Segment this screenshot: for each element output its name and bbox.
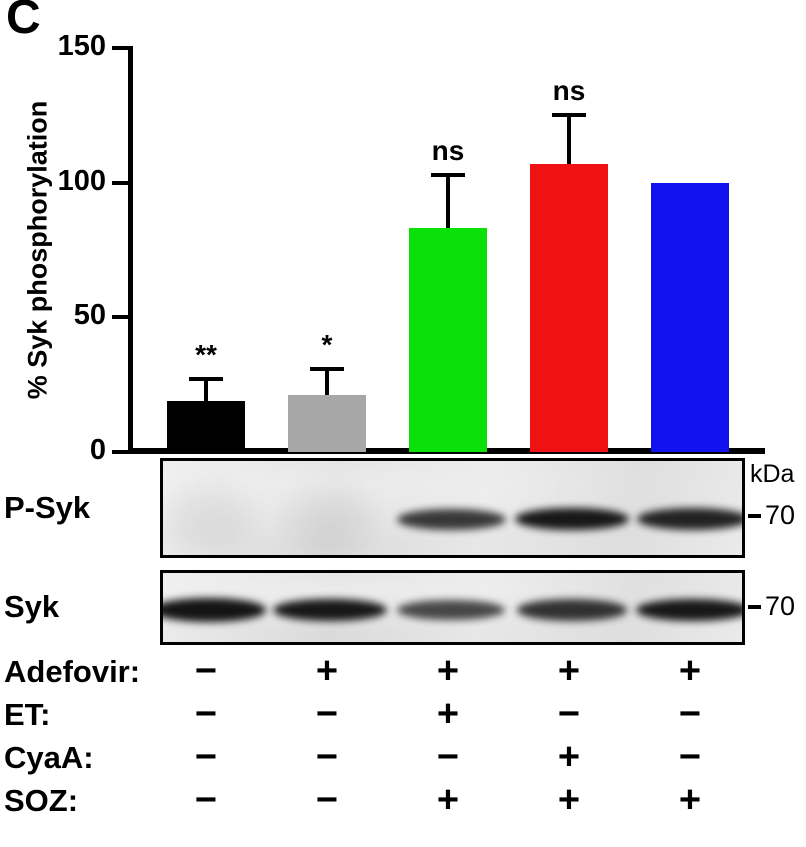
condition-value: − xyxy=(194,650,218,692)
error-bar-cap xyxy=(310,366,344,371)
condition-label-cyaa: CyaA: xyxy=(4,740,94,775)
kda-unit-label: kDa xyxy=(750,460,795,488)
error-bar-line xyxy=(325,368,329,396)
condition-value: + xyxy=(678,779,702,821)
psyk-marker-70: 70 xyxy=(765,500,796,530)
condition-value: − xyxy=(315,736,339,778)
condition-value: + xyxy=(678,650,702,692)
y-tick-label: 0 xyxy=(89,434,106,466)
y-tick-label: 100 xyxy=(57,164,106,197)
condition-label-et: ET: xyxy=(4,697,51,732)
significance-label: * xyxy=(321,328,333,360)
syk-marker-70: 70 xyxy=(765,591,796,621)
error-bar-cap xyxy=(189,377,223,382)
blot-band xyxy=(517,599,627,621)
syk-marker-dash xyxy=(748,605,761,609)
bar-lane4 xyxy=(530,163,608,452)
panel-letter: C xyxy=(6,0,41,44)
condition-value: + xyxy=(557,650,581,692)
condition-value: + xyxy=(436,693,460,735)
blot-band xyxy=(515,507,629,531)
condition-label-adefovir: Adefovir: xyxy=(4,654,141,689)
y-tick-mark xyxy=(112,315,128,320)
psyk-blot-image xyxy=(160,458,745,558)
condition-label-soz: SOZ: xyxy=(4,783,79,818)
bar-lane3 xyxy=(409,228,487,452)
syk-blot-canvas xyxy=(163,573,742,642)
blot-band xyxy=(290,487,370,551)
y-tick-mark xyxy=(112,46,128,50)
psyk-marker-dash xyxy=(748,514,761,518)
condition-value: − xyxy=(557,693,581,735)
error-bar-line xyxy=(446,174,450,229)
condition-value: + xyxy=(436,650,460,692)
condition-value: − xyxy=(315,779,339,821)
error-bar-cap xyxy=(552,113,586,118)
blot-label-psyk: P-Syk xyxy=(4,490,91,525)
condition-value: − xyxy=(194,693,218,735)
blot-band xyxy=(637,507,742,531)
y-tick-label: 50 xyxy=(73,299,106,332)
blot-label-syk: Syk xyxy=(4,589,60,624)
condition-value: − xyxy=(436,736,460,778)
blot-band xyxy=(396,508,506,530)
condition-value: − xyxy=(194,779,218,821)
significance-label: ns xyxy=(431,134,465,166)
blot-band xyxy=(636,598,742,622)
condition-value: − xyxy=(315,693,339,735)
condition-value: − xyxy=(678,693,702,735)
error-bar-line xyxy=(204,379,208,401)
error-bar-line xyxy=(567,115,571,164)
y-tick-label: 150 xyxy=(57,30,106,62)
blot-band xyxy=(273,598,387,622)
condition-value: + xyxy=(436,779,460,821)
condition-value: − xyxy=(678,736,702,778)
y-tick-mark xyxy=(112,180,128,185)
y-tick-mark xyxy=(112,450,128,454)
significance-label: ** xyxy=(195,339,217,371)
bar-lane1 xyxy=(167,400,245,452)
significance-label: ns xyxy=(552,75,586,107)
condition-value: + xyxy=(315,650,339,692)
bar-lane5 xyxy=(651,182,729,452)
syk-blot-image xyxy=(160,570,745,645)
blot-band xyxy=(163,598,267,622)
blot-band xyxy=(397,599,505,621)
bar-lane2 xyxy=(288,395,366,452)
condition-value: − xyxy=(194,736,218,778)
error-bar-cap xyxy=(431,172,465,177)
condition-value: + xyxy=(557,736,581,778)
blot-band xyxy=(169,487,249,551)
psyk-blot-canvas xyxy=(163,461,742,555)
y-axis-line xyxy=(128,46,133,454)
condition-value: + xyxy=(557,779,581,821)
